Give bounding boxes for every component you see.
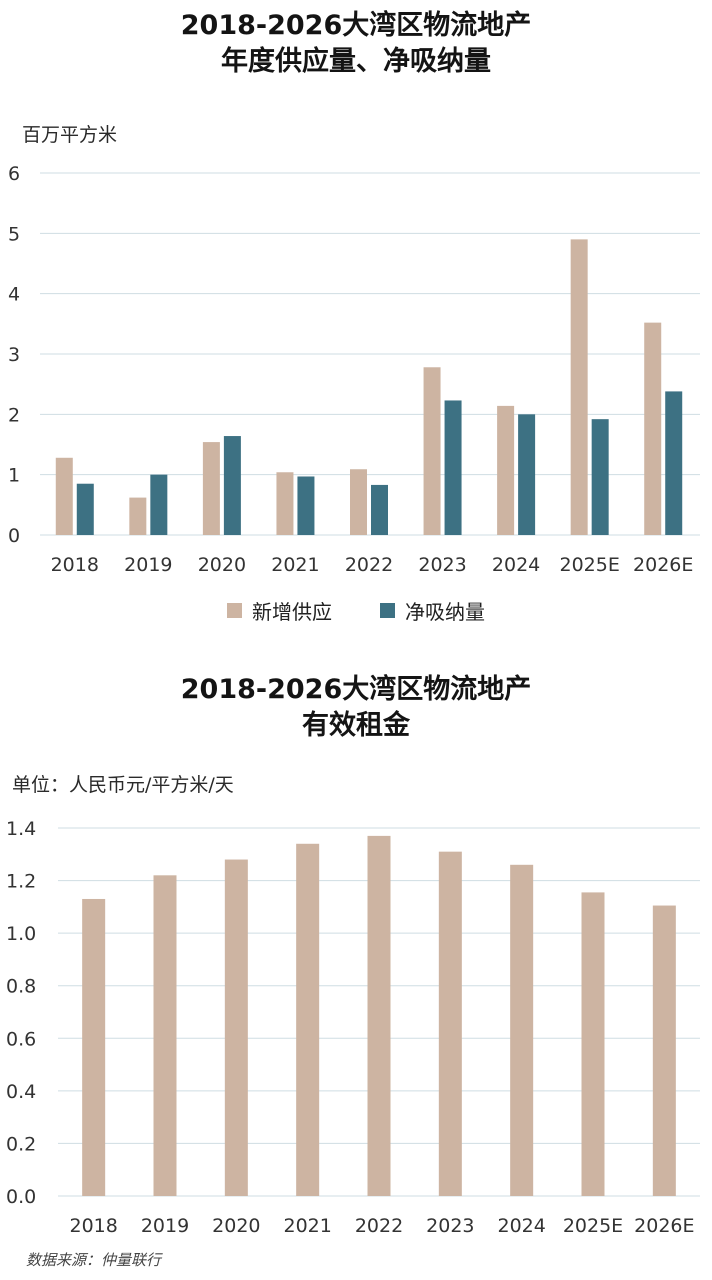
chart2-bar-series0 bbox=[153, 875, 177, 1196]
chart1-bar-series1 bbox=[444, 400, 462, 535]
chart1-bar-series1 bbox=[371, 484, 388, 535]
chart2-y-tick: 1.2 bbox=[6, 871, 36, 893]
chart1-x-tick: 2022 bbox=[345, 554, 393, 576]
chart1-bar-series0 bbox=[55, 457, 73, 535]
chart2-bar-series0 bbox=[367, 835, 391, 1196]
chart2-x-tick: 2023 bbox=[426, 1215, 474, 1237]
chart1-bar-series1 bbox=[76, 483, 94, 535]
chart1-bar-series0 bbox=[423, 367, 441, 535]
chart1-x-tick: 2026E bbox=[633, 554, 693, 576]
chart2-x-tick: 2020 bbox=[212, 1215, 260, 1237]
chart1-x-tick: 2021 bbox=[271, 554, 319, 576]
legend-swatch-absorption bbox=[380, 603, 395, 618]
chart2-y-tick: 0.0 bbox=[6, 1186, 36, 1208]
chart1-x-tick: 2019 bbox=[124, 554, 172, 576]
chart2-y-tick: 1.4 bbox=[6, 818, 36, 840]
chart1-x-tick: 2025E bbox=[559, 554, 619, 576]
legend-swatch-supply bbox=[227, 603, 242, 618]
chart1-plot: 0 1 2 3 4 5 6 2018 2019 2020 2021 2022 2023 2024 2025E… bbox=[8, 163, 700, 576]
chart1-x-tick: 2018 bbox=[51, 554, 99, 576]
chart1-bar-series1 bbox=[223, 436, 241, 535]
chart1-title: 2018-2026大湾区物流地产 年度供应量、净吸纳量 bbox=[0, 8, 712, 80]
chart1-bar-series0 bbox=[202, 442, 220, 535]
chart1-y-unit: 百万平方米 bbox=[22, 124, 118, 146]
chart2-bar-series0 bbox=[510, 864, 534, 1196]
chart1-bar-series1 bbox=[150, 474, 168, 535]
chart2-bar-series0 bbox=[438, 851, 462, 1196]
chart2-x-tick: 2021 bbox=[283, 1215, 331, 1237]
chart1-title-line2: 年度供应量、净吸纳量 bbox=[221, 46, 491, 77]
chart2-x-tick: 2022 bbox=[355, 1215, 403, 1237]
chart2-title: 2018-2026大湾区物流地产 有效租金 bbox=[0, 672, 712, 744]
chart2-bar-series0 bbox=[224, 859, 248, 1196]
chart2-y-unit: 单位：人民币元/平方米/天 bbox=[12, 774, 234, 796]
chart1-y-tick: 0 bbox=[8, 525, 20, 547]
chart1-y-tick: 2 bbox=[8, 404, 20, 426]
legend-item-supply: 新增供应 bbox=[227, 596, 332, 625]
chart2-bar-series0 bbox=[581, 892, 605, 1196]
chart1-y-tick: 6 bbox=[8, 163, 20, 185]
chart1-bar-series0 bbox=[129, 497, 147, 535]
chart1-bar-series0 bbox=[497, 405, 515, 535]
chart1-x-tick: 2024 bbox=[492, 554, 540, 576]
chart2-x-tick: 2026E bbox=[634, 1215, 694, 1237]
chart2-title-line2: 有效租金 bbox=[302, 710, 410, 741]
chart2-y-tick: 0.6 bbox=[6, 1028, 36, 1050]
chart2-title-line1: 2018-2026大湾区物流地产 bbox=[180, 674, 532, 705]
chart2-bar-series0 bbox=[652, 905, 676, 1196]
chart1-bar-series0 bbox=[570, 239, 588, 535]
legend-item-absorption: 净吸纳量 bbox=[380, 596, 485, 625]
chart1-bar-series0 bbox=[276, 472, 294, 535]
chart1-bar-series1 bbox=[297, 476, 315, 535]
chart2-x-tick: 2018 bbox=[69, 1215, 117, 1237]
chart2-x-tick: 2025E bbox=[563, 1215, 623, 1237]
chart2-bar-series0 bbox=[296, 843, 320, 1196]
chart1-bar-series1 bbox=[665, 391, 683, 535]
chart1-bar-series1 bbox=[518, 414, 536, 535]
chart1-legend: 新增供应 净吸纳量 bbox=[0, 596, 712, 625]
chart2-bar-series0 bbox=[82, 898, 106, 1196]
chart2-y-tick: 0.4 bbox=[6, 1081, 36, 1103]
chart2-y-tick: 0.2 bbox=[6, 1133, 36, 1155]
chart1-bar-series0 bbox=[644, 322, 662, 535]
chart2-y-tick: 1.0 bbox=[6, 923, 36, 945]
chart1-y-tick: 4 bbox=[8, 284, 20, 306]
legend-label-supply: 新增供应 bbox=[252, 600, 332, 624]
chart2-y-tick: 0.8 bbox=[6, 976, 36, 998]
chart1-bar-series1 bbox=[591, 419, 609, 535]
chart1-y-tick: 3 bbox=[8, 344, 20, 366]
chart1-y-tick: 5 bbox=[8, 223, 20, 245]
chart1-title-line1: 2018-2026大湾区物流地产 bbox=[180, 10, 532, 41]
source-note: 数据来源：仲量联行 bbox=[26, 1251, 162, 1269]
chart1-y-tick: 1 bbox=[8, 465, 20, 487]
chart1-x-tick: 2020 bbox=[198, 554, 246, 576]
legend-label-absorption: 净吸纳量 bbox=[405, 600, 485, 624]
chart2-x-tick: 2024 bbox=[497, 1215, 545, 1237]
chart1-x-tick: 2023 bbox=[418, 554, 466, 576]
chart2-x-tick: 2019 bbox=[141, 1215, 189, 1237]
chart1-bar-series0 bbox=[350, 469, 367, 535]
